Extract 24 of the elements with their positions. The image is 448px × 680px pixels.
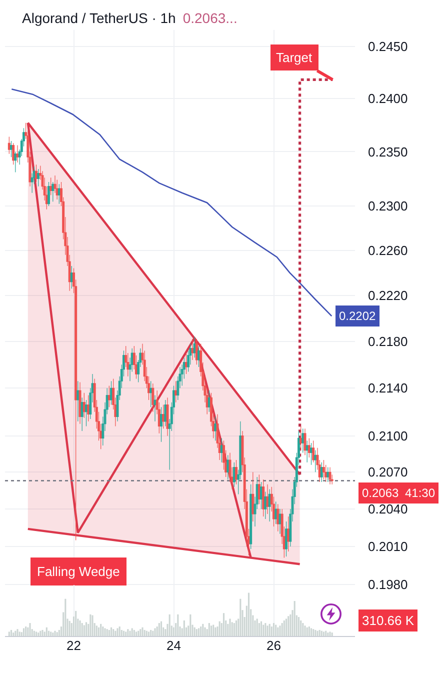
ref-line-label: 0.2063	[362, 486, 400, 500]
data-label: 0.2202	[339, 309, 376, 323]
chart-subtitle: 0.2063...	[182, 10, 238, 26]
y-tick-label: 0.2180	[368, 334, 408, 349]
chart-title: Algorand / TetherUS · 1h	[22, 10, 176, 26]
y-tick-label: 0.2450	[368, 38, 408, 54]
annotation: Falling Wedge	[37, 564, 120, 579]
y-tick-label: 0.2010	[368, 539, 408, 554]
y-tick-label: 0.2100	[368, 428, 408, 444]
y-tick-label: 0.2350	[368, 144, 408, 160]
y-tick-label: 0.2040	[368, 502, 408, 517]
y-tick-label: 0.2070	[368, 464, 408, 480]
y-tick-label: 0.2300	[368, 198, 408, 214]
x-tick-label: 24	[166, 638, 181, 653]
y-tick-label: 0.2220	[368, 288, 408, 303]
annotation: Target	[276, 50, 313, 65]
x-tick-label: 26	[266, 638, 281, 653]
y-tick-label: 0.2140	[368, 380, 408, 396]
y-tick-label: 0.2400	[368, 91, 408, 106]
x-tick-label: 22	[66, 638, 81, 653]
y-tick-label: 0.1980	[368, 577, 408, 592]
y-tick-label: 0.2260	[368, 242, 408, 258]
text: 41:30	[405, 486, 436, 500]
text: 310.66 K	[362, 613, 414, 628]
